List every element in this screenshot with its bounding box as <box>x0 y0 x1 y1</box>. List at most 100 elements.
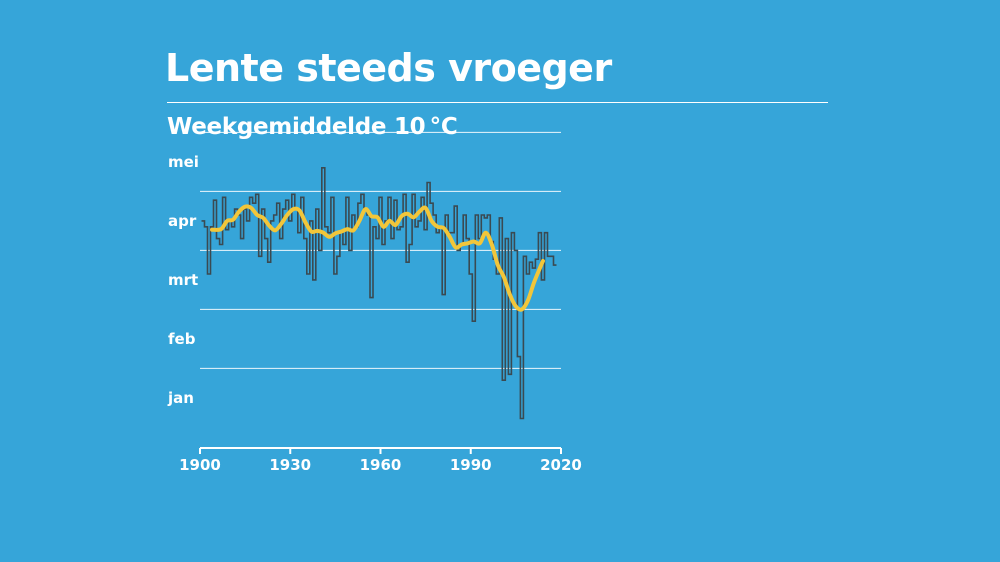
annual-point-1938 <box>314 279 315 280</box>
annual-point-1963 <box>389 197 390 198</box>
annual-point-1995 <box>485 217 486 218</box>
annual-point-1902 <box>205 226 206 227</box>
annual-point-1901 <box>202 220 203 221</box>
trend-point-2014 <box>542 260 543 261</box>
annual-point-1903 <box>208 273 209 274</box>
annual-point-2015 <box>545 232 546 233</box>
annual-point-2001 <box>503 380 504 381</box>
y-tick-label-feb: feb <box>168 330 196 348</box>
trend-point-2011 <box>533 282 534 283</box>
trend-point-1915 <box>245 206 246 207</box>
annual-point-1931 <box>293 194 294 195</box>
trend-point-1941 <box>323 232 324 233</box>
trend-point-2013 <box>539 268 540 269</box>
trend-series-line <box>210 204 545 312</box>
x-tick-label-2020: 2020 <box>540 456 582 474</box>
trend-point-1911 <box>233 219 234 220</box>
trend-point-2005 <box>515 306 516 307</box>
annual-point-2014 <box>542 279 543 280</box>
trend-point-2009 <box>527 300 528 301</box>
annual-point-1991 <box>473 321 474 322</box>
trend-point-1993 <box>479 243 480 244</box>
annual-point-1973 <box>419 220 420 221</box>
annual-point-1953 <box>359 203 360 204</box>
annual-point-1966 <box>398 229 399 230</box>
trend-point-1997 <box>491 244 492 245</box>
annual-point-1906 <box>218 238 219 239</box>
annual-point-1920 <box>260 256 261 257</box>
trend-point-1955 <box>365 209 366 210</box>
annual-point-1919 <box>257 194 258 195</box>
annual-point-2011 <box>533 268 534 269</box>
annual-point-1930 <box>290 220 291 221</box>
y-tick-label-mei: mei <box>168 153 199 171</box>
trend-point-1975 <box>425 207 426 208</box>
annual-point-1964 <box>392 238 393 239</box>
annual-point-1918 <box>254 203 255 204</box>
annual-point-1961 <box>383 244 384 245</box>
trend-point-1907 <box>221 229 222 230</box>
annual-point-1978 <box>434 214 435 215</box>
annual-point-1907 <box>221 244 222 245</box>
trend-point-1937 <box>311 231 312 232</box>
annual-point-1916 <box>248 220 249 221</box>
annual-point-1936 <box>308 273 309 274</box>
annual-point-1935 <box>305 238 306 239</box>
annual-point-1988 <box>464 214 465 215</box>
annual-point-1911 <box>233 226 234 227</box>
trend-point-1935 <box>305 222 306 223</box>
annual-point-1992 <box>476 214 477 215</box>
trend-point-1995 <box>485 232 486 233</box>
annual-point-1929 <box>287 200 288 201</box>
trend-point-1999 <box>497 265 498 266</box>
annual-point-2012 <box>536 259 537 260</box>
trend-point-1927 <box>281 223 282 224</box>
annual-point-1948 <box>344 244 345 245</box>
trend-point-1923 <box>269 225 270 226</box>
trend-point-1931 <box>293 209 294 210</box>
annual-point-2000 <box>500 217 501 218</box>
trend-point-1951 <box>353 230 354 231</box>
trend-point-1963 <box>389 220 390 221</box>
trend-point-1933 <box>299 210 300 211</box>
trend-point-1959 <box>377 217 378 218</box>
annual-point-1959 <box>377 238 378 239</box>
annual-point-1982 <box>446 214 447 215</box>
x-tick-label-1990: 1990 <box>450 456 492 474</box>
trend-point-1991 <box>473 241 474 242</box>
annual-point-2013 <box>539 232 540 233</box>
trend-point-1983 <box>449 236 450 237</box>
annual-point-1927 <box>281 238 282 239</box>
annual-point-1940 <box>320 250 321 251</box>
annual-point-1937 <box>311 220 312 221</box>
annual-point-1939 <box>317 209 318 210</box>
annual-point-1904 <box>211 226 212 227</box>
annual-point-1945 <box>335 273 336 274</box>
annual-point-1917 <box>251 197 252 198</box>
chart-subtitle: Weekgemiddelde 10 °C <box>167 114 458 140</box>
annual-point-1951 <box>353 214 354 215</box>
annual-point-1944 <box>332 197 333 198</box>
trend-point-1925 <box>275 230 276 231</box>
annual-point-1999 <box>497 273 498 274</box>
trend-point-2007 <box>521 309 522 310</box>
annual-point-1967 <box>401 226 402 227</box>
annual-point-1984 <box>452 232 453 233</box>
annual-point-1960 <box>380 197 381 198</box>
annual-point-1979 <box>437 232 438 233</box>
annual-point-1923 <box>269 262 270 263</box>
trend-point-1967 <box>401 216 402 217</box>
trend-point-1973 <box>419 211 420 212</box>
annual-point-1974 <box>422 197 423 198</box>
trend-point-1919 <box>257 214 258 215</box>
grid-layer <box>200 131 561 369</box>
annual-point-1905 <box>214 200 215 201</box>
x-tick-label-1900: 1900 <box>179 456 221 474</box>
x-tick-label-1930: 1930 <box>269 456 311 474</box>
annual-point-1968 <box>404 194 405 195</box>
annual-point-2003 <box>509 374 510 375</box>
annual-point-1954 <box>362 194 363 195</box>
trend-point-1921 <box>263 217 264 218</box>
y-tick-label-mrt: mrt <box>168 271 198 289</box>
annual-point-1958 <box>374 226 375 227</box>
